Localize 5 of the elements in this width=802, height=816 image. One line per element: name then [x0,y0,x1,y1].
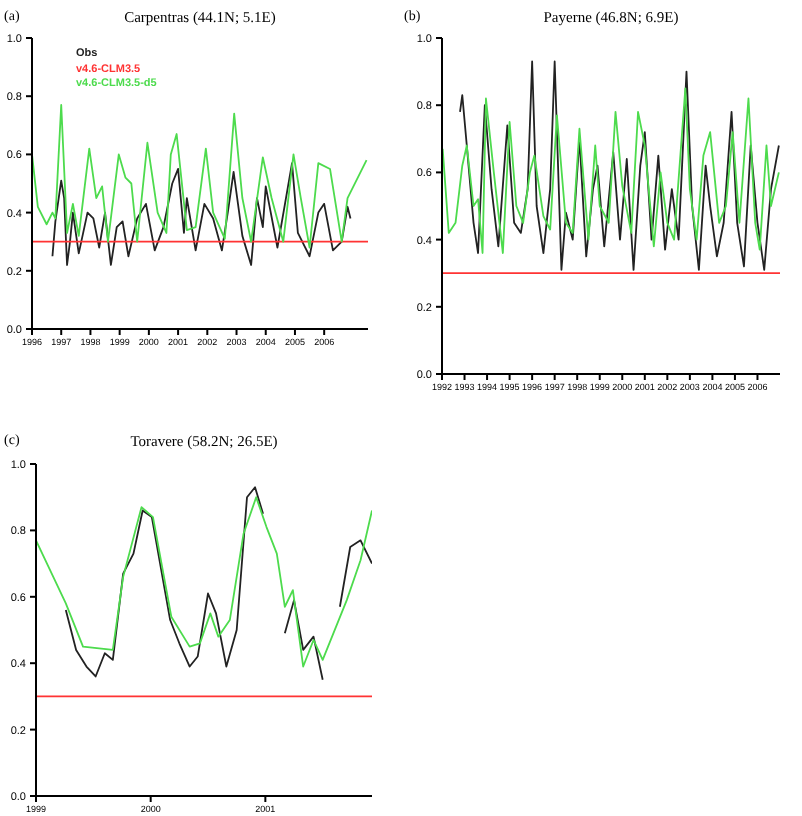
line-series [36,496,372,668]
line-series [459,60,780,271]
line-series [32,104,368,249]
line-series [442,87,780,254]
line-series [51,162,352,266]
